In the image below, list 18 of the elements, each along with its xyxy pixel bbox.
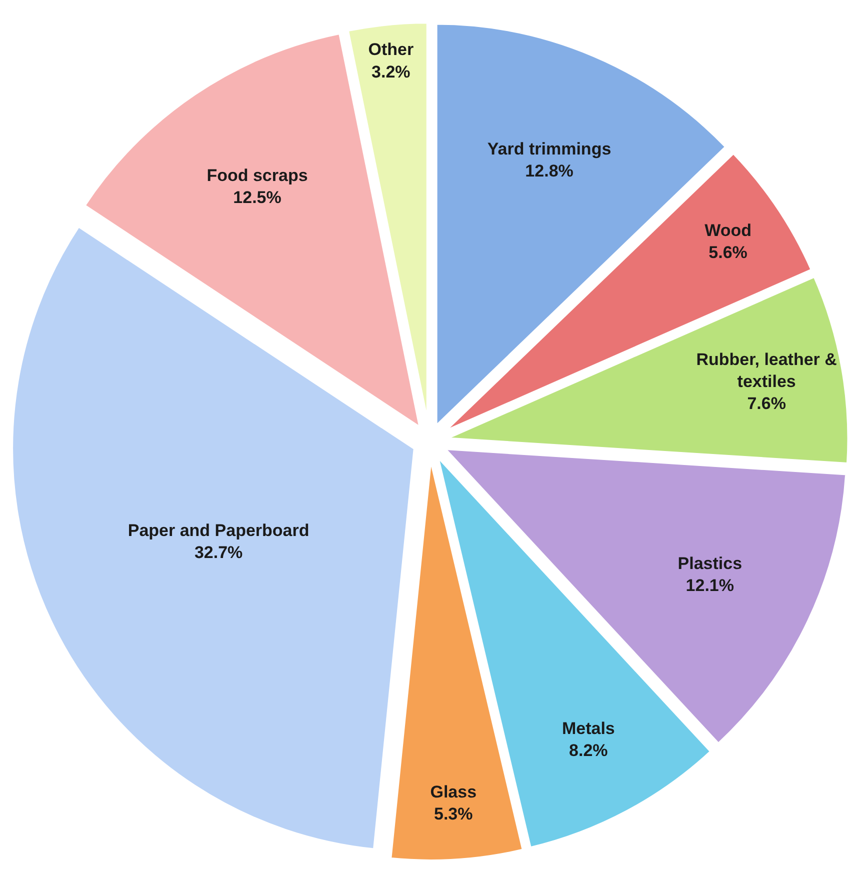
slice-label: Metals bbox=[562, 718, 615, 738]
data-label: 12.5% bbox=[233, 188, 282, 207]
slice-label: Plastics bbox=[678, 554, 742, 573]
slice-label: Glass bbox=[430, 782, 477, 802]
data-label: 12.1% bbox=[686, 576, 734, 596]
data-label: 12.8% bbox=[525, 161, 574, 180]
data-label: 5.6% bbox=[708, 242, 748, 262]
data-label: 32.7% bbox=[194, 543, 243, 562]
slice-label: Yard trimmings bbox=[487, 139, 612, 158]
data-label: 8.2% bbox=[569, 740, 608, 760]
slice-label: Rubber, leather & textiles bbox=[696, 350, 837, 392]
data-label: 3.2% bbox=[372, 62, 410, 82]
slice-label: Food scraps bbox=[206, 166, 308, 185]
data-label: 5.3% bbox=[434, 804, 473, 824]
slice-label: Wood bbox=[704, 220, 752, 240]
slice-label: Other bbox=[368, 40, 414, 60]
data-label: 7.6% bbox=[747, 394, 786, 414]
slice-label: Paper and Paperboard bbox=[128, 521, 310, 540]
